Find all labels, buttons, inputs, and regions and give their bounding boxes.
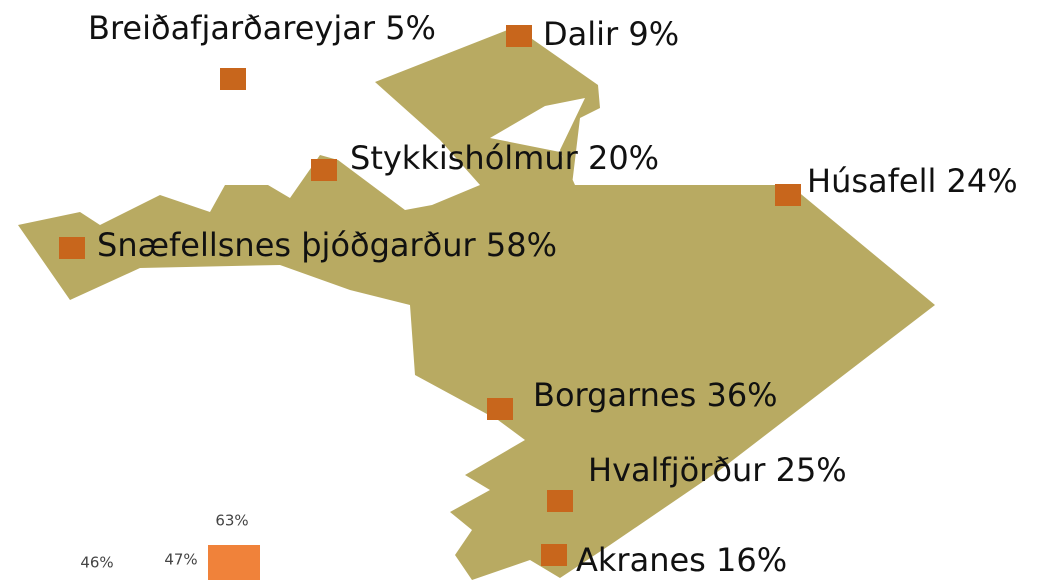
place-share: 9% [628, 15, 679, 53]
place-label: Snæfellsnes þjóðgarður 58% [97, 226, 557, 264]
place-marker [59, 237, 85, 259]
place-label: Borgarnes 36% [533, 376, 778, 414]
place-name: Breiðafjarðareyjar [88, 9, 376, 47]
place-share: 5% [385, 9, 436, 47]
place-name: Dalir [543, 15, 619, 53]
place-share: 25% [776, 451, 847, 489]
place-name: Hvalfjörður [588, 451, 766, 489]
place-label: Húsafell 24% [807, 162, 1018, 200]
legend-label: 46% [80, 554, 113, 572]
place-share: 20% [588, 139, 659, 177]
place-marker [775, 184, 801, 206]
place-share: 58% [486, 226, 557, 264]
region-shape [18, 27, 935, 580]
place-marker [220, 68, 246, 90]
legend-label: 47% [164, 551, 197, 569]
place-marker [547, 490, 573, 512]
place-label: Dalir 9% [543, 15, 679, 53]
place-marker [311, 159, 337, 181]
place-label: Breiðafjarðareyjar 5% [88, 9, 436, 47]
place-name: Snæfellsnes þjóðgarður [97, 226, 477, 264]
place-label: Akranes 16% [576, 541, 787, 579]
place-share: 24% [947, 162, 1018, 200]
place-name: Akranes [576, 541, 706, 579]
place-name: Stykkishólmur [350, 139, 579, 177]
legend-swatch [208, 545, 260, 580]
place-share: 36% [706, 376, 777, 414]
place-label: Stykkishólmur 20% [350, 139, 659, 177]
place-marker [487, 398, 513, 420]
place-name: Húsafell [807, 162, 936, 200]
place-name: Borgarnes [533, 376, 696, 414]
place-share: 16% [716, 541, 787, 579]
place-marker [541, 544, 567, 566]
legend-label: 63% [215, 512, 248, 530]
place-label: Hvalfjörður 25% [588, 451, 847, 489]
place-marker [506, 25, 532, 47]
